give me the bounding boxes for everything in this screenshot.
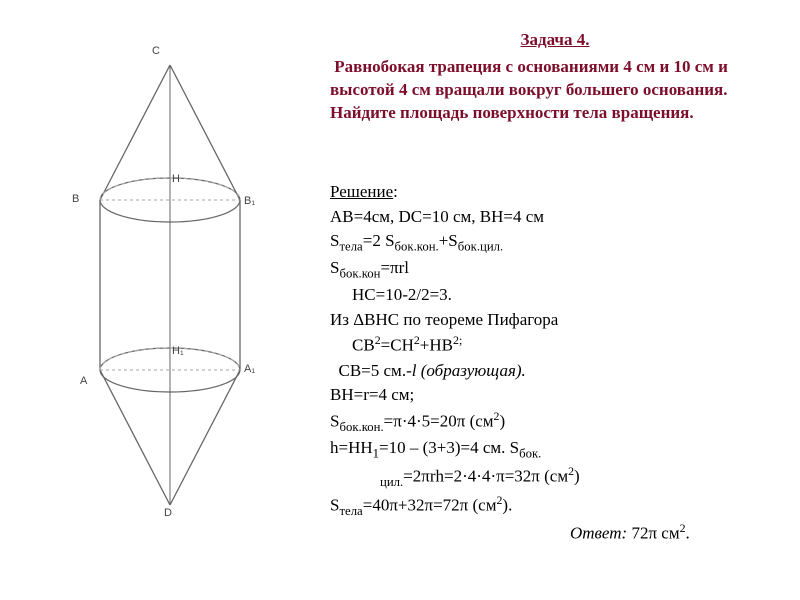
rotation-body-diagram: C В В₁ Н Н₁ А А₁ D [60, 45, 280, 525]
label-a: А [80, 375, 87, 387]
solution-block: Решение: АВ=4см, DC=10 см, ВН=4 см Sтела… [330, 180, 790, 547]
label-d: D [164, 507, 172, 519]
solution-line: Sбок.кон.=π·4·5=20π (см2) [330, 408, 790, 437]
solution-line: CB=5 см.-l (образующая). [330, 359, 790, 384]
label-b1: В₁ [244, 195, 255, 207]
solution-line: Sтела=40π+32π=72π (см2). [330, 492, 790, 521]
solution-line: h=HH1=10 – (3+3)=4 см. Sбок. [330, 436, 790, 463]
label-c: C [152, 45, 160, 57]
label-h1: Н₁ [172, 345, 184, 357]
solution-line: НС=10-2/2=3. [330, 283, 790, 308]
problem-text: Равнобокая трапеция с основаниями 4 см и… [330, 56, 780, 125]
answer-line: Ответ: 72π см2. [330, 520, 790, 546]
solution-line: Sтела=2 Sбок.кон.+Sбок.цил. [330, 229, 790, 256]
solution-line: BH=r=4 см; [330, 383, 790, 408]
solution-line: Sбок.кон=πrl [330, 256, 790, 283]
solution-line: АВ=4см, DC=10 см, ВН=4 см [330, 205, 790, 230]
label-a1: А₁ [244, 363, 255, 375]
label-h: Н [172, 173, 180, 185]
label-b: В [72, 193, 79, 205]
solution-line: Из ΔBHC по теореме Пифагора [330, 308, 790, 333]
problem-title: Задача 4. [330, 30, 780, 50]
solution-heading: Решение [330, 182, 393, 201]
solution-line: CB2=CH2+HB2; [330, 332, 790, 358]
solution-line: цил.=2πrh=2·4·4·π=32π (см2) [330, 463, 790, 492]
